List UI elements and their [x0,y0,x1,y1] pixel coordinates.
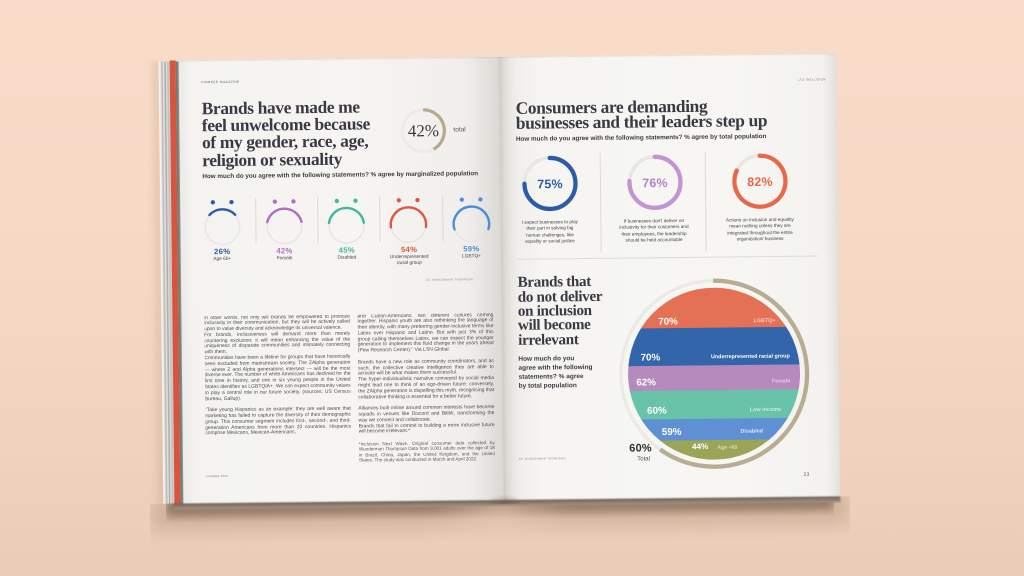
svg-text:42%: 42% [407,121,438,140]
svg-text:75%: 75% [536,177,562,191]
svg-text:Disabled: Disabled [739,427,762,433]
svg-text:Age +60: Age +60 [716,444,736,450]
svg-text:76%: 76% [641,175,667,189]
svg-text:44%: 44% [691,441,708,450]
svg-text:82%: 82% [746,174,772,188]
svg-text:LGBTQ+: LGBTQ+ [752,317,774,323]
svg-text:70%: 70% [639,351,659,362]
svg-text:60%: 60% [646,405,666,416]
svg-text:Underrepresented racial group: Underrepresented racial group [710,352,790,359]
svg-text:70%: 70% [657,315,677,326]
svg-text:Low income: Low income [749,406,780,412]
svg-text:62%: 62% [635,376,655,387]
svg-text:59%: 59% [661,426,681,437]
svg-text:Female: Female [771,377,790,383]
